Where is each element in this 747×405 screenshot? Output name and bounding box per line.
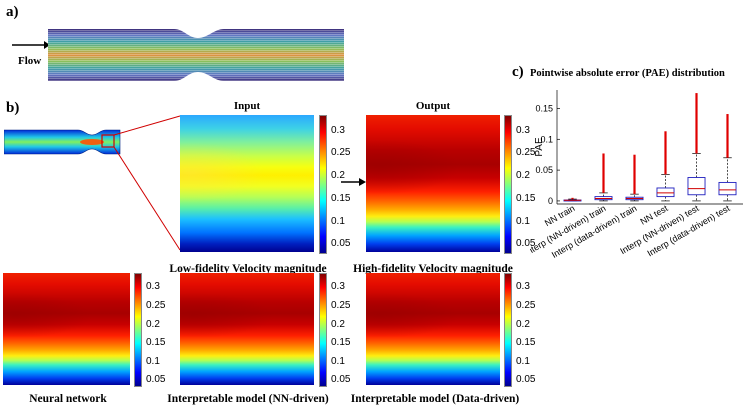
input-heatmap (180, 115, 314, 252)
nn-caption: Neural network (29, 393, 107, 405)
interp-data-colorbar (504, 273, 512, 387)
y-tick-label: 0.05 (535, 165, 553, 175)
output-colorbar (504, 115, 512, 254)
y-tick-label: 0.1 (540, 134, 553, 144)
output-title: Output (415, 100, 451, 112)
tick: 0.1 (516, 356, 530, 367)
tick: 0.25 (331, 147, 351, 158)
tick: 0.1 (331, 356, 345, 367)
box (718, 181, 737, 196)
tick: 0.15 (516, 337, 536, 348)
nn-colorbar (134, 273, 142, 387)
input-colorbar (319, 115, 327, 254)
interp-nn-colorbar (319, 273, 327, 387)
box (656, 187, 675, 198)
tick: 0.2 (146, 319, 160, 330)
tick: 0.2 (331, 170, 345, 181)
box (625, 196, 644, 201)
tick: 0.05 (516, 238, 536, 249)
output-heatmap (366, 115, 500, 252)
arrow-right-icon (341, 178, 366, 186)
y-tick-label: 0 (548, 196, 553, 206)
tick: 0.15 (331, 193, 351, 204)
nn-heatmap (3, 273, 130, 385)
streamline-channel (48, 29, 344, 81)
tick: 0.3 (516, 125, 530, 136)
interp-data-caption: Interpretable model (Data-driven) (350, 393, 520, 405)
tick: 0.15 (146, 337, 166, 348)
tick: 0.3 (146, 281, 160, 292)
tick: 0.1 (146, 356, 160, 367)
tick: 0.25 (516, 147, 536, 158)
tick: 0.3 (331, 281, 345, 292)
panel-b-label: b) (6, 100, 20, 116)
zoom-lines (113, 115, 181, 251)
panel-c-label: c) (512, 64, 524, 80)
tick: 0.05 (331, 374, 351, 385)
tick: 0.2 (516, 170, 530, 181)
box (687, 177, 706, 196)
tick: 0.25 (146, 300, 166, 311)
zoom-box (101, 134, 115, 148)
input-caption: Low-fidelity Velocity magnitude (169, 263, 327, 275)
interp-data-heatmap (366, 273, 500, 385)
interp-nn-caption: Interpretable model (NN-driven) (167, 393, 329, 405)
tick: 0.3 (331, 125, 345, 136)
y-axis-label: PAE (534, 137, 545, 157)
tick: 0.15 (516, 193, 536, 204)
chart-title: Pointwise absolute error (PAE) distribut… (530, 68, 725, 79)
y-tick-label: 0.15 (535, 103, 553, 113)
tick: 0.2 (331, 319, 345, 330)
interp-nn-heatmap (180, 273, 314, 385)
box (594, 196, 613, 201)
tick: 0.25 (331, 300, 351, 311)
tick: 0.1 (331, 216, 345, 227)
geometry-inset (4, 129, 121, 155)
panel-a-label: a) (6, 4, 19, 20)
input-title: Input (233, 100, 261, 112)
flow-label: Flow (18, 55, 42, 67)
tick: 0.05 (516, 374, 536, 385)
tick: 0.15 (331, 337, 351, 348)
tick: 0.1 (516, 216, 530, 227)
flow-arrow-icon (12, 41, 50, 49)
tick: 0.05 (146, 374, 166, 385)
tick: 0.05 (331, 238, 351, 249)
tick: 0.2 (516, 319, 530, 330)
tick: 0.25 (516, 300, 536, 311)
output-caption: High-fidelity Velocity magnitude (353, 263, 513, 275)
tick: 0.3 (516, 281, 530, 292)
